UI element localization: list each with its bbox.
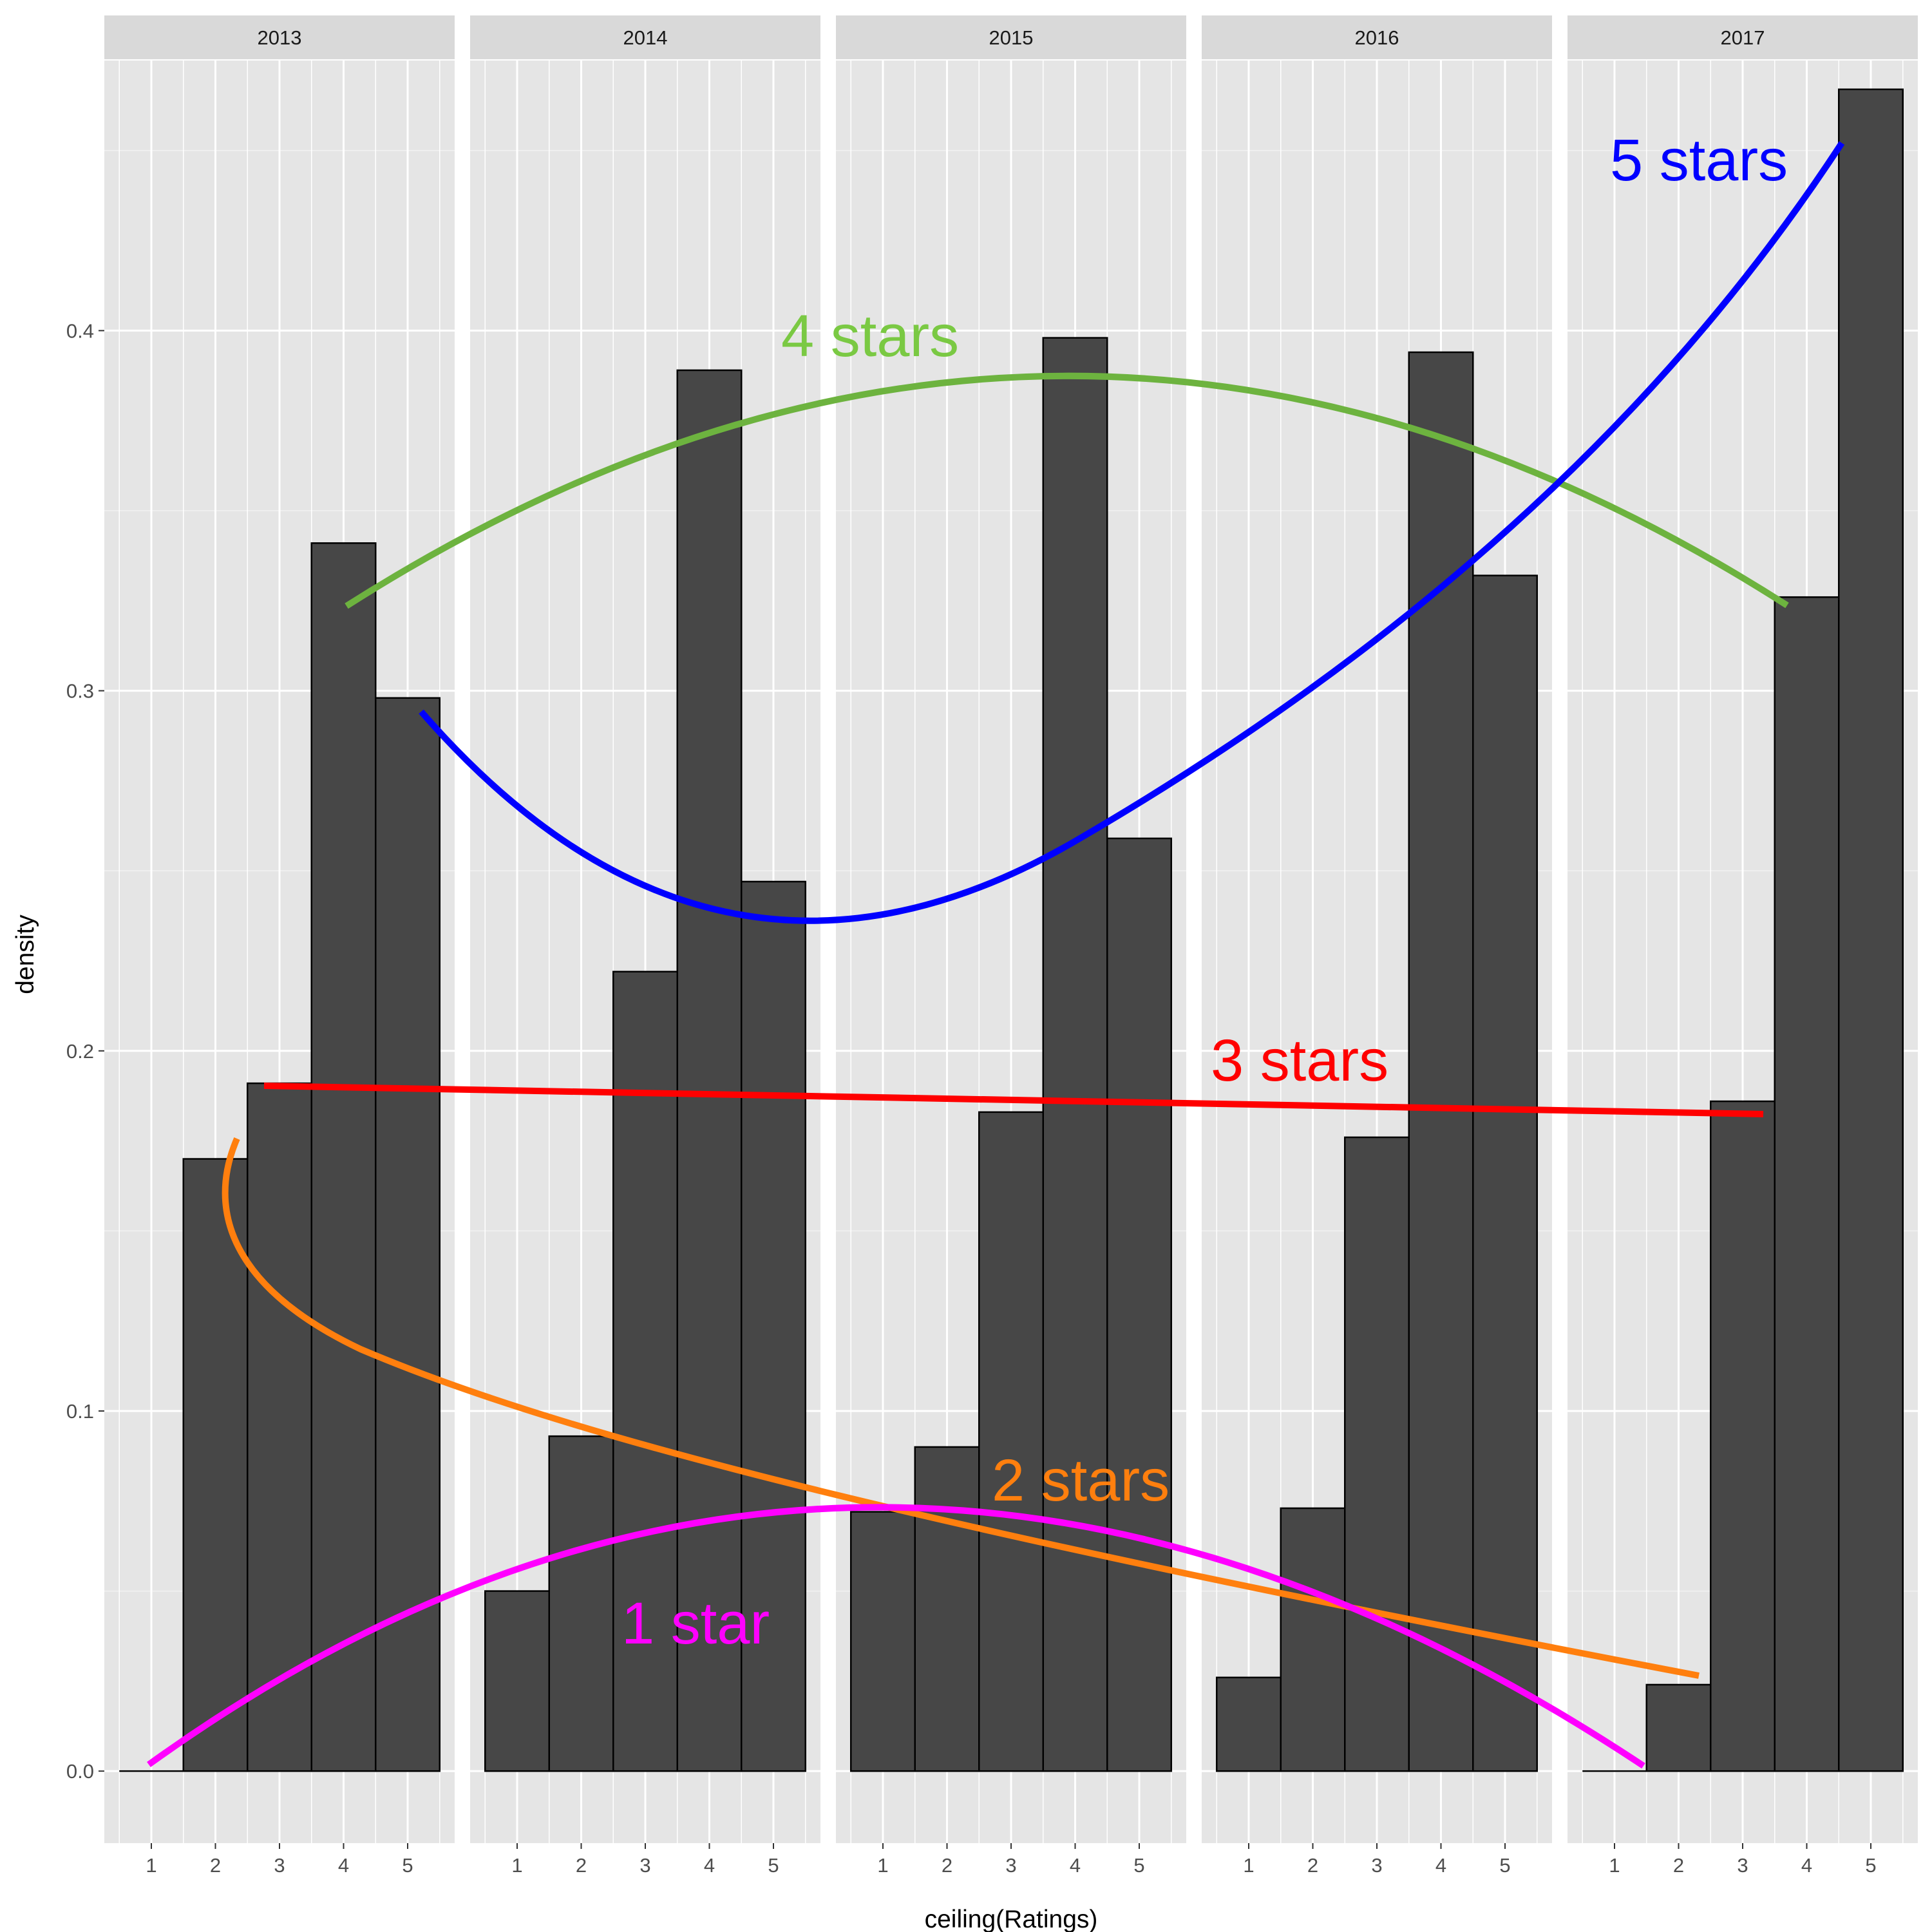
x-tick-label: 1 xyxy=(511,1854,522,1877)
bar xyxy=(1280,1507,1346,1772)
x-tick-label: 2 xyxy=(576,1854,587,1877)
bar xyxy=(247,1082,312,1772)
facet-strip-label: 2014 xyxy=(623,26,668,49)
x-tick-label: 1 xyxy=(877,1854,888,1877)
x-tick-label: 4 xyxy=(1070,1854,1081,1877)
x-tick-label: 4 xyxy=(704,1854,715,1877)
x-tick-label: 2 xyxy=(210,1854,221,1877)
facet-strip-label: 2015 xyxy=(989,26,1034,49)
annotation-5-stars: 5 stars xyxy=(1610,128,1788,193)
x-tick-label: 1 xyxy=(1609,1854,1620,1877)
facet-panel-2015: 2015 1 2 3 4 5 xyxy=(836,15,1186,1877)
facet-strip-label: 2013 xyxy=(258,26,302,49)
bar xyxy=(850,1511,916,1772)
bar xyxy=(1838,88,1904,1772)
x-tick-label: 4 xyxy=(1435,1854,1446,1877)
facet-strip xyxy=(104,15,455,59)
annotation-1-star: 1 star xyxy=(621,1591,770,1656)
x-tick-label: 2 xyxy=(942,1854,952,1877)
x-tick-label: 4 xyxy=(338,1854,349,1877)
y-tick-label: 0.0 xyxy=(66,1760,94,1783)
bar xyxy=(548,1435,614,1772)
trend-curve-2-stars xyxy=(222,1137,1700,1679)
x-tick-label: 3 xyxy=(1371,1854,1382,1877)
bar xyxy=(484,1590,550,1772)
x-tick-label: 5 xyxy=(1133,1854,1144,1877)
y-axis-title: density xyxy=(12,914,39,994)
y-tick-label: 0.4 xyxy=(66,319,94,342)
bar xyxy=(1106,837,1172,1772)
x-tick-label: 4 xyxy=(1801,1854,1812,1877)
facet-panel-2014: 2014 1 2 3 4 5 xyxy=(470,15,820,1877)
trend-overlay: 5 stars 4 stars 3 stars 2 stars 1 star xyxy=(147,128,1845,1769)
annotation-4-stars: 4 stars xyxy=(781,303,959,369)
x-tick-label: 1 xyxy=(1243,1854,1254,1877)
facet-panel-2013: 2013 1 2 3 4 5 xyxy=(104,15,455,1877)
bar xyxy=(1645,1683,1712,1772)
y-axis: 0.0 0.1 0.2 0.3 0.4 xyxy=(66,319,104,1783)
x-tick-label: 2 xyxy=(1673,1854,1684,1877)
facet-panel-2016: 2016 1 2 3 4 5 xyxy=(1202,15,1552,1877)
x-tick-label: 5 xyxy=(1499,1854,1510,1877)
facet-strip xyxy=(1567,15,1918,59)
x-tick-label: 2 xyxy=(1307,1854,1318,1877)
bar xyxy=(1216,1676,1282,1772)
x-tick-label: 5 xyxy=(1865,1854,1876,1877)
bar xyxy=(978,1111,1044,1772)
bar xyxy=(1344,1136,1410,1772)
facet-strip xyxy=(1202,15,1552,59)
x-tick-label: 3 xyxy=(274,1854,285,1877)
bar xyxy=(310,542,377,1772)
annotation-3-stars: 3 stars xyxy=(1211,1028,1388,1094)
facet-strip xyxy=(470,15,820,59)
bar xyxy=(1774,596,1840,1772)
x-tick-label: 1 xyxy=(146,1854,156,1877)
facet-panel-2017: 2017 1 2 3 4 5 xyxy=(1567,15,1918,1877)
bar xyxy=(914,1446,980,1772)
trend-curve-1-star xyxy=(147,1504,1645,1769)
bar xyxy=(741,880,806,1772)
trend-curve-3-stars xyxy=(263,1083,1764,1117)
facet-strip xyxy=(836,15,1186,59)
trend-curve-4-stars xyxy=(345,372,1789,609)
y-tick-label: 0.2 xyxy=(66,1040,94,1063)
x-tick-label: 5 xyxy=(402,1854,413,1877)
x-axis-title: ceiling(Ratings) xyxy=(925,1906,1098,1932)
bar xyxy=(182,1158,249,1772)
trend-curve-5-stars xyxy=(419,141,1845,924)
x-tick-label: 3 xyxy=(1737,1854,1748,1877)
bar xyxy=(375,697,440,1772)
annotation-2-stars: 2 stars xyxy=(992,1448,1170,1513)
bar xyxy=(676,369,743,1772)
facet-strip-label: 2017 xyxy=(1721,26,1765,49)
facet-strip-label: 2016 xyxy=(1355,26,1399,49)
x-tick-label: 3 xyxy=(639,1854,650,1877)
x-tick-label: 3 xyxy=(1005,1854,1016,1877)
bar xyxy=(612,971,678,1772)
y-tick-label: 0.3 xyxy=(66,680,94,703)
y-tick-label: 0.1 xyxy=(66,1400,94,1423)
bar xyxy=(1472,574,1538,1772)
x-tick-label: 5 xyxy=(768,1854,779,1877)
bar xyxy=(1710,1100,1776,1772)
